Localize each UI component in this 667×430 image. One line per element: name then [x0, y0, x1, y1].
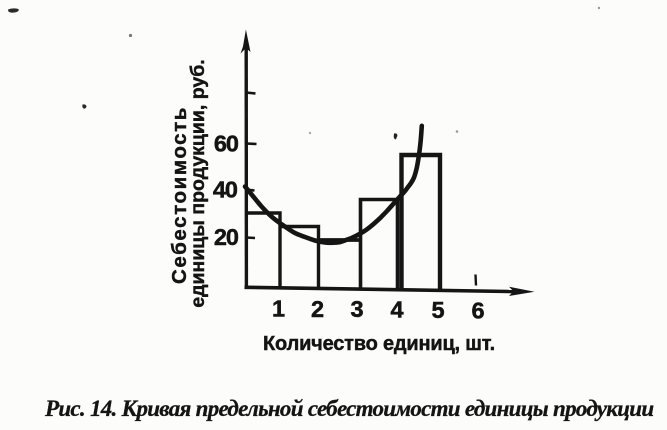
- svg-text:5: 5: [431, 297, 444, 323]
- svg-text:6: 6: [471, 297, 484, 323]
- svg-text:2: 2: [311, 296, 324, 322]
- svg-text:3: 3: [350, 296, 363, 322]
- svg-text:40: 40: [213, 177, 238, 203]
- svg-text:1: 1: [272, 296, 285, 322]
- svg-text:20: 20: [214, 224, 239, 250]
- svg-text:единицы продукции, руб.: единицы продукции, руб.: [187, 59, 209, 307]
- svg-text:Себестоимость: Себестоимость: [168, 106, 191, 284]
- svg-text:4: 4: [390, 297, 403, 323]
- svg-text:60: 60: [214, 131, 239, 157]
- svg-text:Количество единиц, шт.: Количество единиц, шт.: [263, 333, 495, 355]
